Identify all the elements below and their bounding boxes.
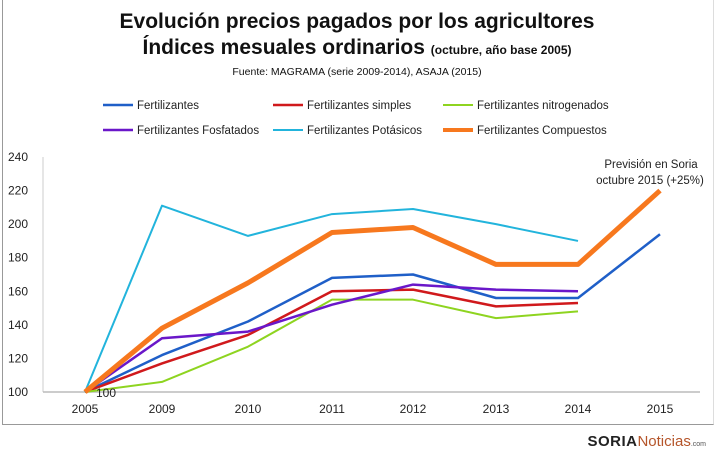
legend-label: Fertilizantes <box>137 100 199 112</box>
x-tick-label: 2013 <box>483 402 510 416</box>
soria-noticias-logo: SORIANoticias.com <box>587 433 706 450</box>
legend-label: Fertilizantes simples <box>307 100 411 112</box>
y-tick-label: 220 <box>8 184 28 198</box>
series-line-fertilizantes-potásicos <box>84 204 579 393</box>
y-tick-label: 240 <box>8 150 28 164</box>
series-line-fertilizantes <box>84 233 661 394</box>
y-tick-label: 120 <box>8 351 28 365</box>
chart-source: Fuente: MAGRAMA (serie 2009-2014), ASAJA… <box>232 66 482 78</box>
x-tick-label: 2009 <box>149 402 176 416</box>
legend-label: Fertilizantes Compuestos <box>477 125 607 137</box>
y-tick-label: 200 <box>8 217 28 231</box>
y-tick-label: 160 <box>8 284 28 298</box>
legend-label: Fertilizantes nitrogenados <box>477 100 609 112</box>
x-tick-label: 2012 <box>400 402 427 416</box>
legend-label: Fertilizantes Fosfatados <box>137 125 259 137</box>
series-line-fertilizantes-compuestos <box>83 188 662 394</box>
series-line-fertilizantes-simples <box>84 288 579 394</box>
subtitle-note: (octubre, año base 2005) <box>430 43 572 57</box>
chart-subtitle: Índices mesuales ordinarios (octubre, añ… <box>0 36 714 60</box>
x-tick-label: 2015 <box>647 402 674 416</box>
x-tick-label: 2010 <box>235 402 262 416</box>
chart-title: Evolución precios pagados por los agricu… <box>119 10 595 33</box>
forecast-annotation: octubre 2015 (+25%) <box>596 175 704 187</box>
subtitle-main: Índices mesuales ordinarios <box>142 36 425 59</box>
series-line-fertilizantes-nitrogenados <box>84 298 579 393</box>
legend-label: Fertilizantes Potásicos <box>307 125 422 137</box>
x-tick-label: 2011 <box>319 402 345 416</box>
x-tick-label: 2014 <box>565 402 592 416</box>
base-value-label: 100 <box>96 386 116 400</box>
series-line-fertilizantes-fosfatados <box>84 283 579 394</box>
forecast-annotation: Previsión en Soria <box>604 159 698 171</box>
y-tick-label: 180 <box>8 251 28 265</box>
y-tick-label: 140 <box>8 318 28 332</box>
y-tick-label: 100 <box>8 385 28 399</box>
x-tick-label: 2005 <box>72 402 99 416</box>
